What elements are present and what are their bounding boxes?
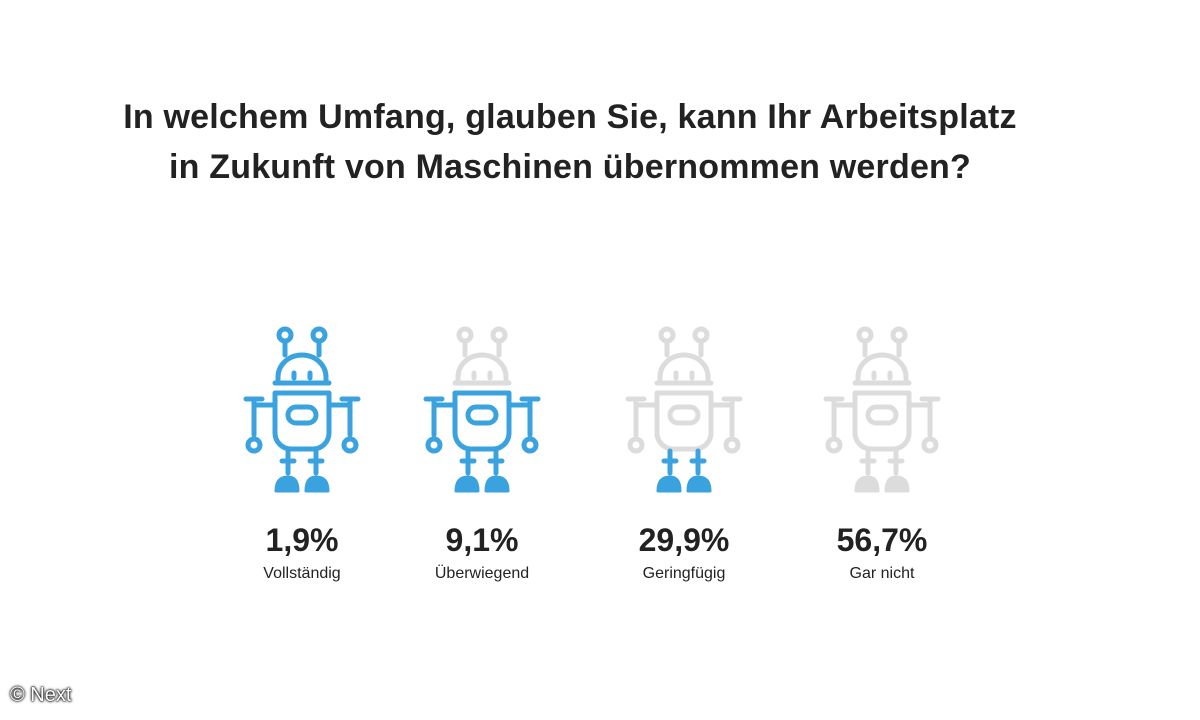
chart-title-line-2: in Zukunft von Maschinen übernommen werd…	[169, 148, 971, 186]
robot-head	[654, 352, 714, 386]
chart-title-line-1: In welchem Umfang, glauben Sie, kann Ihr…	[123, 98, 1017, 136]
robot-antennas	[276, 326, 328, 358]
robot-icon	[625, 326, 743, 493]
robot-legs	[454, 448, 510, 493]
robot-legs	[656, 448, 712, 493]
value-label: 56,7%	[837, 522, 928, 558]
robot-legs	[274, 448, 330, 493]
robot-icon	[243, 326, 361, 493]
robot-head	[272, 352, 332, 386]
robot-legs	[854, 448, 910, 493]
robot-arms	[625, 396, 743, 454]
category-label: Vollständig	[263, 565, 340, 582]
category-label: Überwiegend	[435, 564, 529, 582]
robot-antennas	[856, 326, 908, 358]
robot-head	[852, 352, 912, 386]
robot-antennas	[658, 326, 710, 358]
value-label: 29,9%	[639, 522, 730, 558]
robot-torso	[452, 390, 512, 452]
category-label: Geringfügig	[643, 565, 726, 582]
robot-torso	[852, 390, 912, 452]
category-label: Gar nicht	[850, 565, 915, 582]
value-label: 9,1%	[446, 522, 519, 558]
robot-arms	[423, 396, 541, 454]
robot-icon	[423, 326, 541, 493]
chart-title: In welchem Umfang, glauben Sie, kann Ihr…	[0, 92, 1140, 192]
robot-arms	[243, 396, 361, 454]
robot-icon	[823, 326, 941, 493]
robot-arms	[823, 396, 941, 454]
image-credit: © Next	[10, 684, 72, 706]
robot-torso	[654, 390, 714, 452]
robot-torso	[272, 390, 332, 452]
robot-antennas	[456, 326, 508, 358]
robot-head	[452, 352, 512, 386]
value-label: 1,9%	[266, 522, 339, 558]
